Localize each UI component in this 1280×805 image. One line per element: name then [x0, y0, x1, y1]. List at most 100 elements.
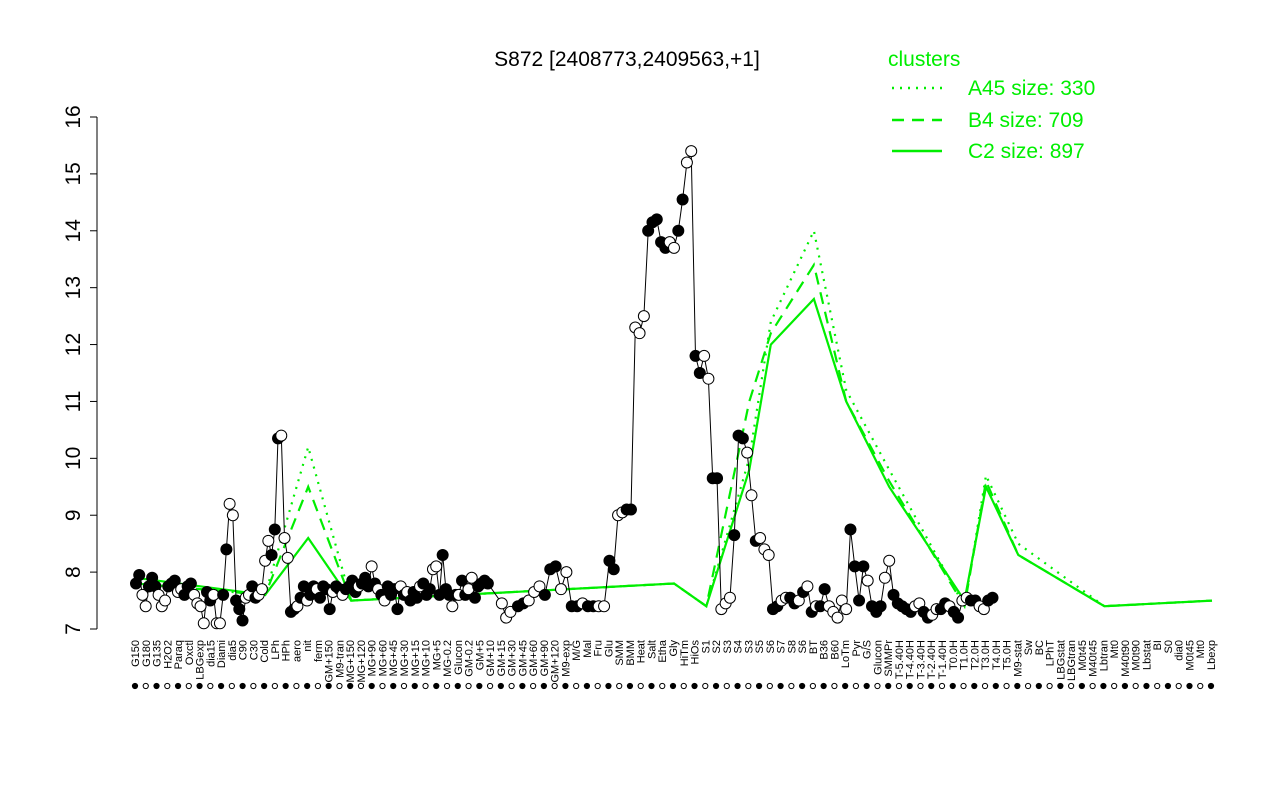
data-point	[840, 603, 853, 616]
x-tick-label: SMM	[614, 640, 626, 666]
x-rug-mark	[616, 682, 623, 690]
data-point	[685, 145, 698, 158]
data-point	[736, 432, 749, 445]
x-tick-label: M9-stat	[1012, 640, 1024, 677]
data-point	[754, 531, 767, 544]
data-point	[236, 614, 249, 627]
x-rug-mark	[131, 682, 139, 690]
x-rug-mark	[153, 682, 160, 690]
data-point	[430, 560, 443, 573]
x-rug-mark	[1024, 682, 1032, 690]
x-tick-label: BMM	[625, 640, 637, 666]
legend-label: B4 size: 709	[968, 109, 1084, 132]
data-point	[197, 617, 210, 630]
x-tick-label: MG+45	[388, 640, 400, 676]
x-rug-mark	[142, 682, 149, 690]
x-tick-label: C90	[238, 640, 250, 660]
x-rug-mark	[400, 682, 408, 690]
data-point	[857, 560, 870, 573]
x-tick-label: GM+45	[517, 640, 529, 676]
x-tick-label: T1.0H	[959, 640, 971, 670]
legend-label: C2 size: 897	[968, 140, 1085, 163]
x-rug-mark	[809, 682, 816, 690]
data-point	[762, 549, 775, 562]
x-tick-label: S5	[754, 640, 766, 653]
x-rug-mark	[196, 682, 203, 690]
x-rug-mark	[1014, 682, 1021, 690]
data-point	[481, 577, 494, 590]
x-tick-label: dia15	[205, 640, 217, 667]
x-rug-mark	[659, 682, 666, 690]
chart-title: S872 [2408773,2409563,+1]	[494, 48, 760, 71]
x-rug-mark	[368, 682, 375, 690]
x-tick-label: T-4.40H	[905, 640, 917, 679]
data-point	[278, 531, 291, 544]
data-point	[436, 549, 449, 562]
data-point	[265, 549, 278, 562]
x-rug-mark	[938, 682, 946, 690]
data-point	[281, 551, 294, 564]
x-tick-label: MG+30	[399, 640, 411, 676]
data-point	[637, 310, 650, 323]
data-point	[952, 611, 965, 624]
data-point	[874, 600, 887, 613]
x-tick-label: G180	[141, 640, 153, 667]
x-tick-label: Paraq	[173, 640, 185, 669]
data-point	[233, 603, 246, 616]
x-tick-label: M9-exp	[560, 640, 572, 677]
x-tick-label: BI	[1152, 640, 1164, 650]
data-point	[883, 554, 896, 567]
y-tick-label: 7	[62, 623, 85, 635]
x-tick-label: LBGstat	[1055, 640, 1067, 680]
data-point	[745, 489, 758, 502]
x-tick-label: GM+90	[539, 640, 551, 676]
x-rug-mark	[691, 682, 698, 690]
x-tick-label: G150	[130, 640, 142, 667]
y-tick-label: 8	[62, 566, 85, 578]
x-rug-mark	[723, 682, 730, 690]
x-rug-mark	[885, 682, 892, 690]
x-tick-label: S2	[711, 640, 723, 653]
data-point	[168, 574, 181, 587]
y-tick-label: 15	[62, 162, 85, 185]
data-point	[184, 577, 197, 590]
x-tick-label: M40t90	[1120, 640, 1132, 677]
data-point	[323, 603, 336, 616]
x-rug-mark	[551, 682, 558, 690]
x-tick-label: S6	[765, 640, 777, 653]
data-point	[878, 571, 891, 584]
data-point	[853, 594, 866, 607]
data-point	[560, 566, 573, 579]
x-tick-label: SMMPr	[883, 640, 895, 677]
x-tick-label: Etha	[657, 639, 669, 663]
x-tick-label: T0.0H	[948, 640, 960, 670]
x-tick-label: T-1.40H	[937, 640, 949, 679]
x-tick-label: Mt0	[1109, 640, 1121, 658]
x-tick-label: MG+150	[345, 640, 357, 683]
x-tick-label: HiOs	[690, 640, 702, 665]
x-rug-mark	[906, 682, 913, 690]
data-points	[130, 145, 999, 630]
x-tick-label: M0t45	[1077, 640, 1089, 671]
x-tick-label: G/S	[862, 640, 874, 659]
x-tick-label: Mal	[582, 640, 594, 658]
x-tick-label: T4.0H	[991, 640, 1003, 670]
x-rug-mark	[874, 682, 881, 690]
data-point	[313, 591, 326, 604]
x-tick-label: B60	[829, 640, 841, 660]
x-rug-mark	[669, 682, 677, 690]
x-rug-mark	[852, 682, 860, 690]
x-rug-mark	[917, 682, 924, 690]
x-tick-label: MG+5	[431, 640, 443, 670]
x-rug-mark	[1089, 682, 1096, 690]
x-tick-label: M0t90	[1131, 640, 1143, 671]
data-point	[624, 503, 637, 516]
x-tick-label: S7	[776, 640, 788, 653]
data-point	[220, 543, 233, 556]
x-tick-label: Heat	[636, 640, 648, 663]
x-tick-label: LBGtran	[1066, 640, 1078, 681]
x-rug-mark	[562, 682, 569, 690]
series-line	[135, 262, 1213, 610]
x-tick-label: nit	[302, 640, 314, 652]
x-rug-mark	[443, 682, 451, 690]
